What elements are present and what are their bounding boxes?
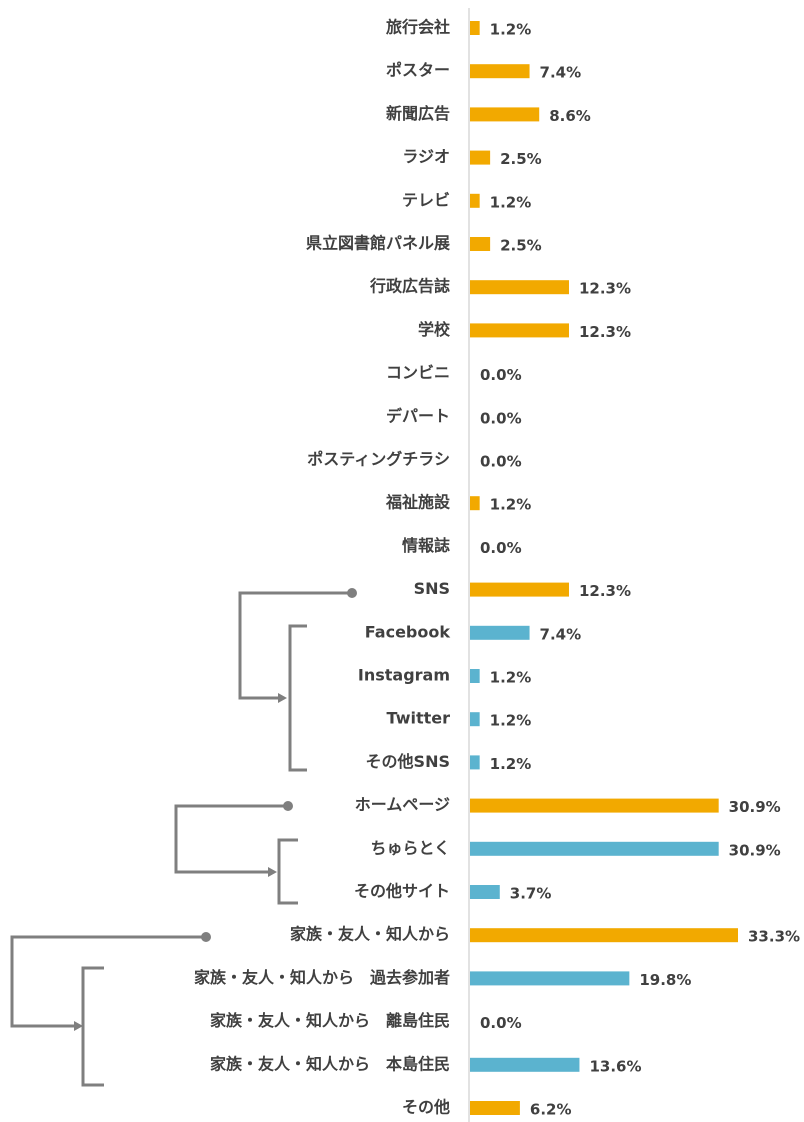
category-label: 家族・友人・知人から [290,925,450,944]
bar [470,928,738,943]
bar [470,798,719,813]
category-label: ホームページ [355,795,450,814]
arrow-head [278,693,287,703]
bar [470,971,630,986]
category-label: Twitter [387,709,451,728]
bar [470,496,480,511]
value-label: 30.9% [729,798,781,816]
value-label: 7.4% [540,64,582,82]
connector [10,935,206,1028]
bar [470,625,530,640]
value-label: 1.2% [490,193,532,211]
bar [470,193,480,208]
value-label: 1.2% [490,21,532,39]
bar [470,323,569,338]
category-label: その他SNS [366,752,450,771]
category-label: 家族・友人・知人から 過去参加者 [194,968,450,987]
value-label: 12.3% [579,323,631,341]
value-label: 19.8% [639,971,691,989]
bar [470,669,480,683]
category-label: テレビ [402,190,450,209]
value-label: 30.9% [729,841,781,859]
bar [470,150,491,165]
value-label: 1.2% [490,712,532,730]
category-label: 新聞広告 [386,104,450,123]
bar [470,885,500,899]
value-label: 0.0% [480,453,522,471]
value-label: 0.0% [480,409,522,427]
category-label: SNS [414,579,450,598]
category-label: 家族・友人・知人から 離島住民 [210,1011,450,1030]
category-label: Instagram [358,666,450,685]
category-label: ラジオ [402,147,450,166]
category-label: コンビニ [386,363,450,382]
bar [470,841,719,856]
bracket [81,966,104,1087]
category-label: Facebook [365,622,451,641]
category-label: その他 [402,1098,450,1117]
value-label: 6.2% [530,1101,572,1119]
bar [470,582,569,597]
category-label: 旅行会社 [386,18,450,37]
value-label: 2.5% [500,150,542,168]
bar [470,107,540,122]
category-label: ちゅらとく [370,838,450,857]
value-label: 1.2% [490,755,532,773]
connector [238,591,352,700]
bar [470,755,480,770]
value-label: 7.4% [540,625,582,643]
value-label: 12.3% [579,582,631,600]
value-label: 3.7% [510,885,552,903]
connector [174,804,288,874]
value-label: 13.6% [589,1057,641,1075]
value-label: 12.3% [579,280,631,298]
category-label: 行政広告誌 [369,277,450,296]
category-label: 県立図書館パネル展 [306,234,451,253]
arrow-head [268,867,277,877]
category-label: ポスティングチラシ [307,450,450,469]
value-label: 33.3% [748,928,800,946]
arrow-head [74,1021,83,1031]
value-label: 0.0% [480,1014,522,1032]
bar [470,280,569,295]
bracket [288,624,307,772]
category-label: デパート [386,406,450,425]
value-label: 2.5% [500,237,542,255]
category-label: 学校 [418,320,451,339]
category-label: その他サイト [354,882,450,901]
connectors [10,588,357,1087]
category-label: ポスター [386,61,450,80]
bracket [277,838,298,905]
category-label: 情報誌 [402,536,450,555]
bar [470,712,480,727]
value-label: 8.6% [549,107,591,125]
bar [470,237,491,251]
value-label: 1.2% [490,669,532,687]
bar [470,21,480,35]
bar [470,64,530,79]
category-label: 家族・友人・知人から 本島住民 [210,1054,450,1073]
value-label: 1.2% [490,496,532,514]
bar [470,1057,580,1072]
value-label: 0.0% [480,366,522,384]
category-label: 福祉施設 [385,493,451,512]
value-label: 0.0% [480,539,522,557]
bar [470,1101,520,1115]
